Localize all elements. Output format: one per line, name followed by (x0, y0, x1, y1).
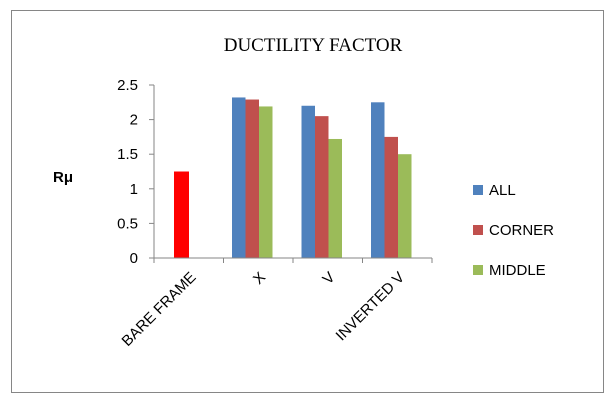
y-tick-label: 1.5 (117, 146, 138, 163)
bars (174, 97, 412, 259)
x-category-label: V (319, 269, 338, 288)
x-category-label: BARE FRAME (119, 269, 200, 350)
y-tick-label: 2.5 (117, 77, 138, 94)
legend-swatch-middle (473, 265, 483, 275)
chart-title: DUCTILITY FACTOR (224, 35, 403, 56)
legend-label-all: ALL (489, 182, 516, 199)
legend-swatch-all (473, 185, 483, 195)
legend: ALL CORNER MIDDLE (473, 182, 554, 279)
legend-label-middle: MIDDLE (489, 262, 546, 279)
legend-label-corner: CORNER (489, 222, 554, 239)
legend-swatch-corner (473, 225, 483, 235)
bar-middle-inverted-v (398, 154, 412, 258)
bar-bare-frame (174, 171, 189, 258)
bar-all-inverted-v (371, 102, 385, 258)
x-category-label: X (250, 269, 269, 288)
y-tick-label: 0.5 (117, 215, 138, 232)
bar-all-x (232, 97, 246, 259)
y-axis-ticks: 0 0.5 1 1.5 2 2.5 (117, 77, 138, 267)
y-tick-label: 2 (130, 112, 138, 129)
y-axis-label: Rμ (53, 169, 73, 186)
y-tick-label: 1 (130, 181, 138, 198)
bar-corner-x (245, 99, 259, 258)
bar-corner-inverted-v (384, 136, 398, 258)
bar-corner-v (315, 116, 329, 258)
bar-middle-v (328, 138, 342, 258)
axes (149, 84, 433, 263)
x-category-label: INVERTED V (333, 269, 408, 344)
bar-all-v (301, 105, 315, 258)
y-tick-label: 0 (130, 250, 138, 267)
bar-middle-x (259, 106, 273, 259)
